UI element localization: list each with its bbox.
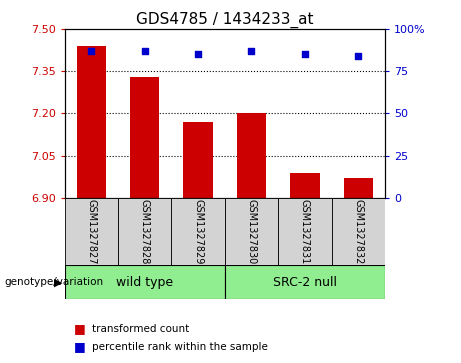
Point [141,48,148,54]
Text: ▶: ▶ [54,277,63,287]
Bar [331,198,385,265]
Text: GSM1327831: GSM1327831 [300,199,310,264]
Bar [343,178,373,198]
Text: ■: ■ [74,340,85,353]
Bar [237,114,266,198]
Text: wild type: wild type [116,276,173,289]
Text: percentile rank within the sample: percentile rank within the sample [92,342,268,352]
Text: genotype/variation: genotype/variation [5,277,104,287]
Text: GSM1327827: GSM1327827 [86,199,96,264]
Bar [77,46,106,198]
Bar [171,198,225,265]
Point [88,48,95,54]
Text: SRC-2 null: SRC-2 null [273,276,337,289]
Point [301,52,308,57]
Bar [65,198,118,265]
Point [355,53,362,59]
Text: GSM1327832: GSM1327832 [353,199,363,264]
Text: ■: ■ [74,322,85,335]
Text: GSM1327828: GSM1327828 [140,199,150,264]
Bar [183,122,213,198]
Title: GDS4785 / 1434233_at: GDS4785 / 1434233_at [136,12,313,28]
Point [195,52,202,57]
Text: GSM1327829: GSM1327829 [193,199,203,264]
Bar [225,198,278,265]
Text: transformed count: transformed count [92,323,189,334]
Bar [118,198,171,265]
Bar [225,265,385,299]
Text: GSM1327830: GSM1327830 [247,199,256,264]
Point [248,48,255,54]
Bar [290,172,319,198]
Bar [65,265,225,299]
Bar [130,77,160,198]
Bar [278,198,331,265]
